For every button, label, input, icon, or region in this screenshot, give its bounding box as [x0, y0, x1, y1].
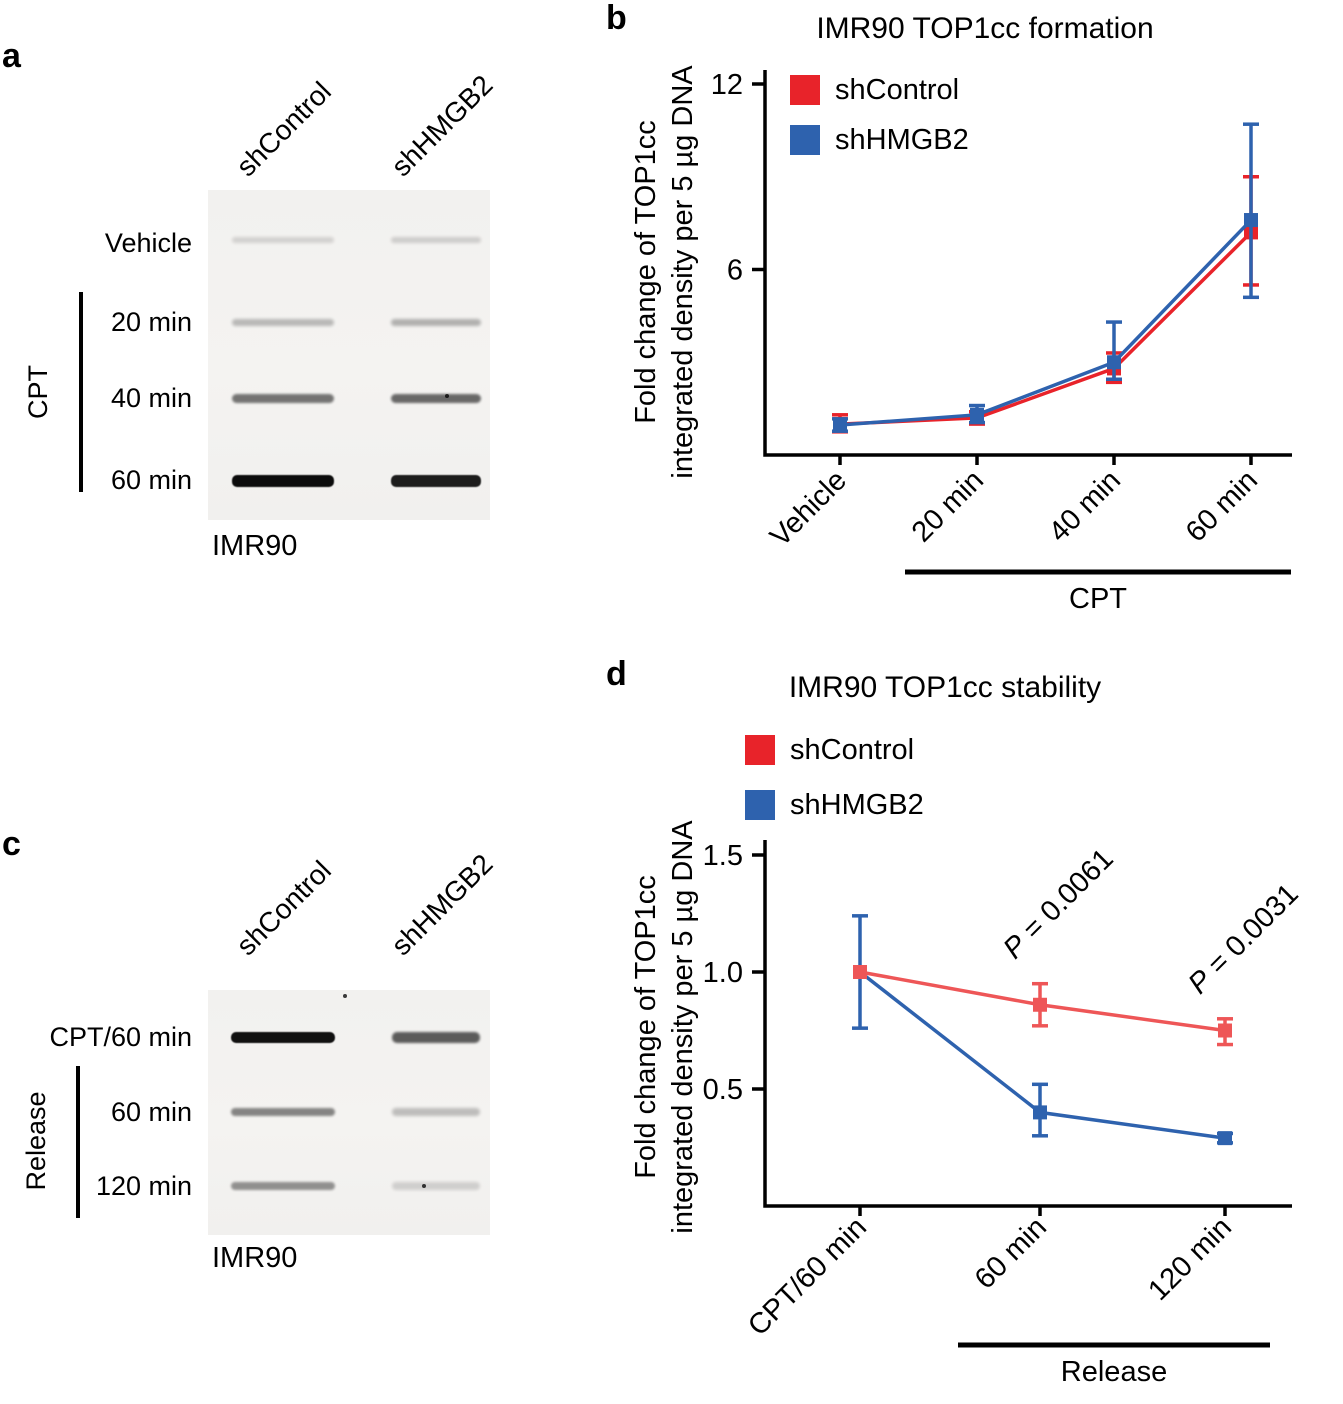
y-tick-label: 6 — [727, 255, 743, 287]
blot-band — [392, 1108, 480, 1116]
panel-c-row-label-cpt60: CPT/60 min — [49, 1022, 192, 1052]
panel-a-letter: a — [2, 37, 21, 75]
data-point-shControl — [853, 965, 867, 979]
panel-a-cell-line-label: IMR90 — [212, 530, 298, 562]
panel-c-row-label-60min: 60 min — [110, 1097, 192, 1127]
panel-c-lane-label-shhmgb2: shHMGB2 — [385, 848, 499, 962]
legend-swatch-shControl — [790, 75, 820, 105]
x-group-label: Release — [1061, 1356, 1167, 1388]
series-line-shControl — [839, 231, 1253, 426]
data-point-shControl — [1218, 1023, 1232, 1038]
legend-label-shHMGB2: shHMGB2 — [790, 789, 924, 821]
data-point-shHMGB2 — [1218, 1131, 1232, 1146]
blot-band — [391, 475, 481, 487]
blot-band — [232, 393, 334, 403]
panel-a-row-label-vehicle: Vehicle — [104, 228, 192, 258]
x-tick-label: 120 min — [1142, 1211, 1238, 1307]
x-tick-label: 40 min — [1043, 464, 1127, 548]
data-point-shHMGB2 — [1033, 1105, 1047, 1120]
data-point-shHMGB2 — [833, 418, 847, 433]
panel-c-release-label: Release — [21, 1091, 51, 1191]
blot-band — [391, 393, 481, 403]
panel-c-cell-line-label: IMR90 — [212, 1242, 298, 1274]
y-tick-label: 0.5 — [703, 1074, 743, 1106]
x-tick-label: CPT/60 min — [742, 1211, 873, 1342]
panel-b-letter: b — [606, 0, 627, 37]
blot-band — [232, 318, 334, 326]
panel-d-letter: d — [606, 655, 627, 693]
blot-band — [231, 1031, 335, 1043]
legend-swatch-shControl — [745, 735, 775, 765]
blot-band — [232, 475, 334, 487]
blot-band — [231, 1108, 335, 1116]
blot-speck — [422, 1184, 426, 1188]
y-tick-label: 1.5 — [703, 840, 743, 872]
y-tick-label: 1.0 — [703, 957, 743, 989]
x-tick-label: 60 min — [1180, 464, 1264, 548]
panel-a-cpt-label: CPT — [23, 365, 53, 419]
chart-top1cc-formation: IMR90 TOP1cc formation shControl shHMGB2 6 1… — [630, 12, 1292, 615]
chart-top1cc-stability: IMR90 TOP1cc stability shControl shHMGB2 0.… — [630, 671, 1305, 1388]
legend-label-shControl: shControl — [835, 74, 959, 106]
p-value-annotation: P = 0.0061 — [997, 843, 1119, 965]
p-value-annotation: P = 0.0031 — [1182, 878, 1304, 1000]
data-point-shHMGB2 — [970, 407, 984, 422]
y-axis-label-line1: Fold change of TOP1cc — [630, 120, 662, 424]
y-axis-label-line2: integrated density per 5 µg DNA — [667, 65, 699, 479]
x-tick-label: 60 min — [969, 1211, 1053, 1295]
panel-c-row-label-120min: 120 min — [95, 1171, 192, 1201]
panel-a-row-label-20min: 20 min — [110, 307, 192, 337]
legend-label-shHMGB2: shHMGB2 — [835, 124, 969, 156]
x-tick-label: 20 min — [906, 464, 990, 548]
axes — [763, 840, 1292, 1208]
x-tick-label: Vehicle — [764, 464, 853, 553]
panel-a-lane-label-shhmgb2: shHMGB2 — [385, 69, 499, 183]
legend-swatch-shHMGB2 — [745, 790, 775, 820]
panel-a-lane-label-shcontrol: shControl — [230, 75, 338, 183]
release-bracket-line — [76, 1066, 80, 1218]
blot-band — [231, 1182, 335, 1190]
legend-swatch-shHMGB2 — [790, 125, 820, 155]
chart-title: IMR90 TOP1cc stability — [789, 671, 1101, 704]
blot-band — [391, 237, 481, 243]
y-axis-label-line2: integrated density per 5 µg DNA — [667, 820, 699, 1234]
panel-c-letter: c — [2, 825, 21, 863]
blot-band — [392, 1182, 480, 1190]
chart-title: IMR90 TOP1cc formation — [816, 12, 1153, 45]
axes — [763, 70, 1292, 457]
cpt-bracket-line — [79, 292, 83, 492]
blot-band — [392, 1031, 480, 1043]
y-axis-label-line1: Fold change of TOP1cc — [630, 875, 662, 1179]
panel-c-lane-label-shcontrol: shControl — [230, 854, 338, 962]
blot-speck — [343, 994, 347, 998]
x-group-label: CPT — [1069, 583, 1127, 615]
panel-a-blot-image — [208, 190, 490, 520]
series-line-shHMGB2 — [839, 218, 1253, 427]
data-point-shHMGB2 — [1244, 213, 1258, 228]
data-point-shControl — [1033, 997, 1047, 1012]
data-point-shHMGB2 — [1107, 355, 1121, 370]
panel-a-row-label-60min: 60 min — [110, 465, 192, 495]
blot-band — [391, 318, 481, 326]
legend-label-shControl: shControl — [790, 734, 914, 766]
blot-band — [232, 237, 334, 243]
panel-a-row-label-40min: 40 min — [110, 383, 192, 413]
panel-c-blot-image — [208, 990, 490, 1235]
y-tick-label: 12 — [711, 69, 743, 101]
